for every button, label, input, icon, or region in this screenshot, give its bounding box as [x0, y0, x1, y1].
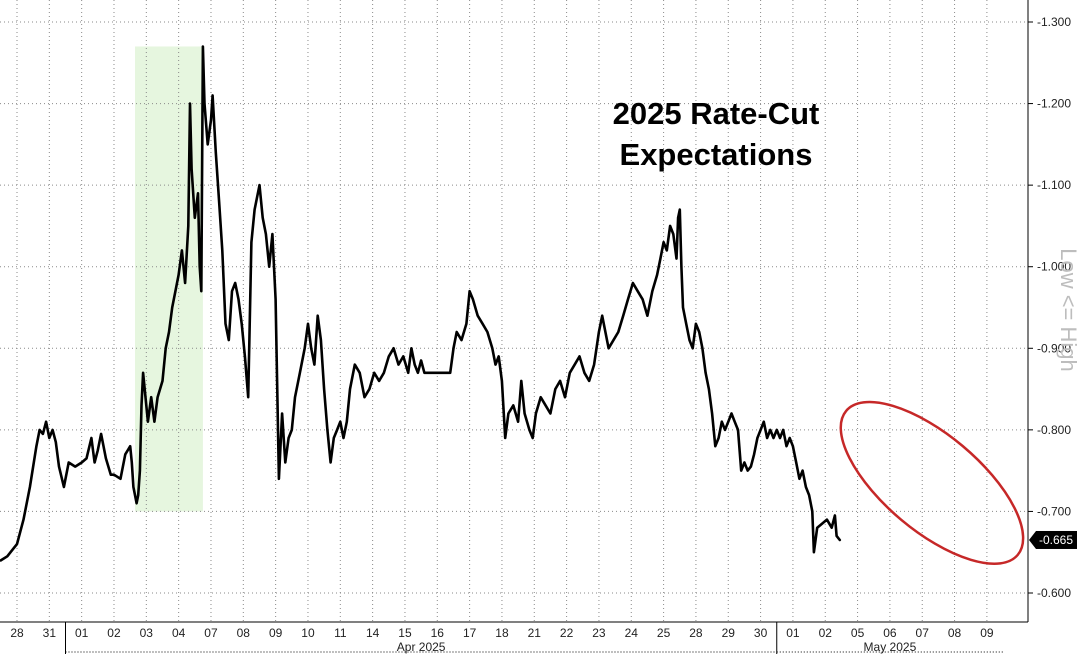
- x-tick-label: 28: [10, 626, 24, 640]
- x-tick-label: 15: [398, 626, 412, 640]
- x-tick-label: 16: [431, 626, 445, 640]
- x-tick-label: 07: [204, 626, 218, 640]
- last-value-pointer: [1029, 530, 1036, 549]
- x-tick-label: 28: [689, 626, 703, 640]
- x-tick-label: 08: [237, 626, 251, 640]
- x-tick-label: 03: [140, 626, 154, 640]
- highlight-band-layer: [135, 46, 203, 512]
- last-value-badge: [1036, 530, 1077, 549]
- series-line-layer: [0, 45, 842, 562]
- y-tick-label: -0.600: [1037, 586, 1071, 600]
- x-tick-label: 22: [560, 626, 574, 640]
- x-tick-label: 09: [269, 626, 283, 640]
- x-tick-label: 01: [75, 626, 89, 640]
- x-tick-label: 18: [495, 626, 509, 640]
- series-line: [0, 45, 842, 562]
- y-tick-label: -0.700: [1037, 504, 1071, 518]
- chart-title-line-2: Expectations: [620, 137, 813, 172]
- x-tick-label: 21: [528, 626, 542, 640]
- x-tick-label: 04: [172, 626, 186, 640]
- annotation-layer: [839, 400, 1025, 565]
- x-tick-label: 05: [851, 626, 865, 640]
- x-tick-label: 29: [722, 626, 736, 640]
- y-tick-label: -0.800: [1037, 423, 1071, 437]
- x-tick-label: 17: [463, 626, 477, 640]
- highlight-ellipse: [839, 400, 1025, 565]
- y-tick-label: -0.900: [1037, 341, 1071, 355]
- chart-title-line-1: 2025 Rate-Cut: [613, 96, 820, 131]
- x-tick-label: 10: [301, 626, 315, 640]
- x-tick-label: 02: [819, 626, 833, 640]
- chart-title: 2025 Rate-Cut Expectations: [613, 96, 820, 172]
- y-tick-label: -1.300: [1037, 15, 1071, 29]
- y-tick-label: -1.000: [1037, 260, 1071, 274]
- x-tick-label: 08: [948, 626, 962, 640]
- x-tick-label: 02: [107, 626, 121, 640]
- y-tick-label: -1.200: [1037, 97, 1071, 111]
- x-tick-label: 07: [916, 626, 930, 640]
- x-tick-label: 30: [754, 626, 768, 640]
- x-tick-label: 14: [366, 626, 380, 640]
- x-tick-label: 01: [786, 626, 800, 640]
- month-label: May 2025: [864, 640, 917, 654]
- x-tick-label: 25: [657, 626, 671, 640]
- y-axis-label: Low <= High: [1056, 248, 1077, 372]
- x-tick-label: 11: [334, 626, 347, 640]
- x-tick-label: 06: [883, 626, 897, 640]
- grid-layer: [0, 0, 1028, 622]
- highlight-band: [135, 46, 203, 512]
- month-label: Apr 2025: [397, 640, 446, 654]
- last-value-label: -0.665: [1039, 533, 1073, 547]
- x-tick-label: 31: [43, 626, 57, 640]
- y-tick-label: -1.100: [1037, 178, 1071, 192]
- x-tick-label: 24: [625, 626, 639, 640]
- x-tick-label: 09: [980, 626, 994, 640]
- x-tick-label: 23: [592, 626, 606, 640]
